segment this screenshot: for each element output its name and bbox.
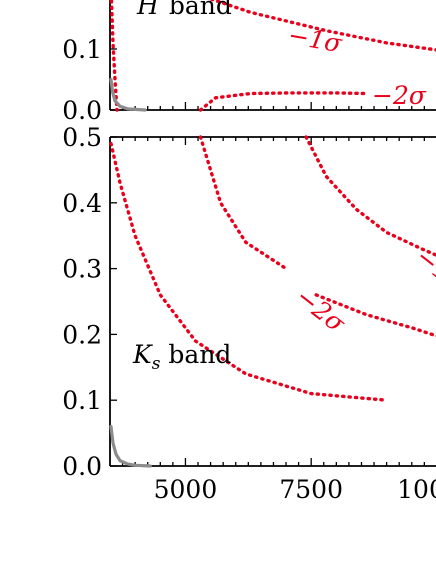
top-sigma-label-2: −2σ xyxy=(372,81,427,110)
top-y-tick-label: 0.1 xyxy=(62,35,102,64)
top-y-tick-labels: 0.0 0.1 xyxy=(62,35,102,125)
bottom-sigma-label-1: −1σ xyxy=(410,242,436,299)
bottom-y-tick-label: 0.5 xyxy=(62,123,102,152)
bottom-y-tick-label: 0.2 xyxy=(62,320,102,349)
x-tick-label: 10000 xyxy=(397,475,436,504)
bottom-sigma-label-2: −2σ xyxy=(290,282,351,339)
bottom-y-tick-label: 0.4 xyxy=(62,189,102,218)
top-contour-0 xyxy=(208,0,436,52)
bottom-gray-curve xyxy=(109,424,152,468)
top-curves xyxy=(109,0,436,112)
bottom-y-tick-label: 0.1 xyxy=(62,386,102,415)
bottom-ticks xyxy=(110,136,425,467)
x-tick-label: 5000 xyxy=(154,475,218,504)
bottom-contour-1 xyxy=(314,293,436,338)
panel-bottom: 0.00.10.20.30.40.5 5000750010000 Ksband … xyxy=(62,123,436,504)
bottom-contour-2 xyxy=(304,135,436,257)
bottom-contour-0 xyxy=(198,135,288,271)
bottom-y-tick-label: 0.0 xyxy=(62,452,102,481)
band-label-ks: Ks band xyxy=(132,340,231,374)
bottom-curves xyxy=(109,135,436,468)
top-gray-curve xyxy=(109,77,147,112)
top-sigma-label-1: −1σ xyxy=(286,20,345,58)
x-tick-label: 7500 xyxy=(279,475,343,504)
bottom-y-tick-label: 0.3 xyxy=(62,255,102,284)
top-y-tick-label: 0.0 xyxy=(62,96,102,125)
bottom-contour-3 xyxy=(109,141,389,402)
bottom-y-tick-labels: 0.0 0.1 0.2 0.3 0.4 0.5 xyxy=(62,123,102,481)
bottom-x-tick-labels: 5000 7500 10000 xyxy=(154,475,436,504)
top-contour-2 xyxy=(109,0,119,112)
top-contour-1 xyxy=(198,91,369,112)
